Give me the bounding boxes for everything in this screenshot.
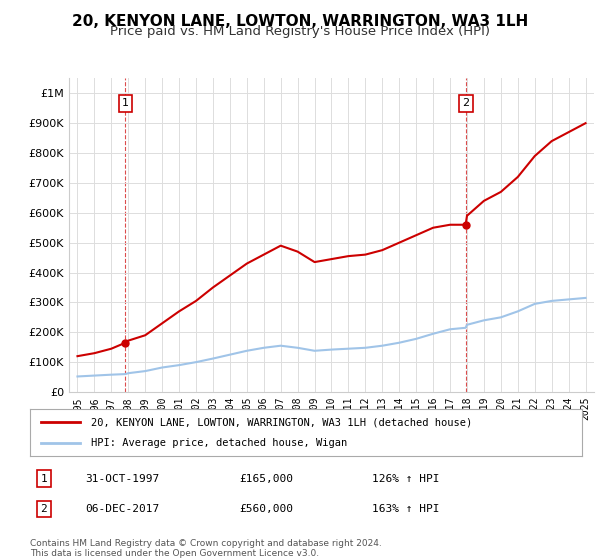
- Text: 31-OCT-1997: 31-OCT-1997: [85, 474, 160, 484]
- Text: £165,000: £165,000: [240, 474, 294, 484]
- Text: HPI: Average price, detached house, Wigan: HPI: Average price, detached house, Wiga…: [91, 438, 347, 448]
- Text: 06-DEC-2017: 06-DEC-2017: [85, 504, 160, 514]
- Text: 2: 2: [462, 99, 469, 109]
- Text: 2: 2: [40, 504, 47, 514]
- Text: 126% ↑ HPI: 126% ↑ HPI: [372, 474, 440, 484]
- Text: 20, KENYON LANE, LOWTON, WARRINGTON, WA3 1LH (detached house): 20, KENYON LANE, LOWTON, WARRINGTON, WA3…: [91, 417, 472, 427]
- Text: 1: 1: [40, 474, 47, 484]
- Text: 20, KENYON LANE, LOWTON, WARRINGTON, WA3 1LH: 20, KENYON LANE, LOWTON, WARRINGTON, WA3…: [72, 14, 528, 29]
- Text: 163% ↑ HPI: 163% ↑ HPI: [372, 504, 440, 514]
- Text: Contains HM Land Registry data © Crown copyright and database right 2024.
This d: Contains HM Land Registry data © Crown c…: [30, 539, 382, 558]
- Text: Price paid vs. HM Land Registry's House Price Index (HPI): Price paid vs. HM Land Registry's House …: [110, 25, 490, 38]
- Text: 1: 1: [122, 99, 129, 109]
- Text: £560,000: £560,000: [240, 504, 294, 514]
